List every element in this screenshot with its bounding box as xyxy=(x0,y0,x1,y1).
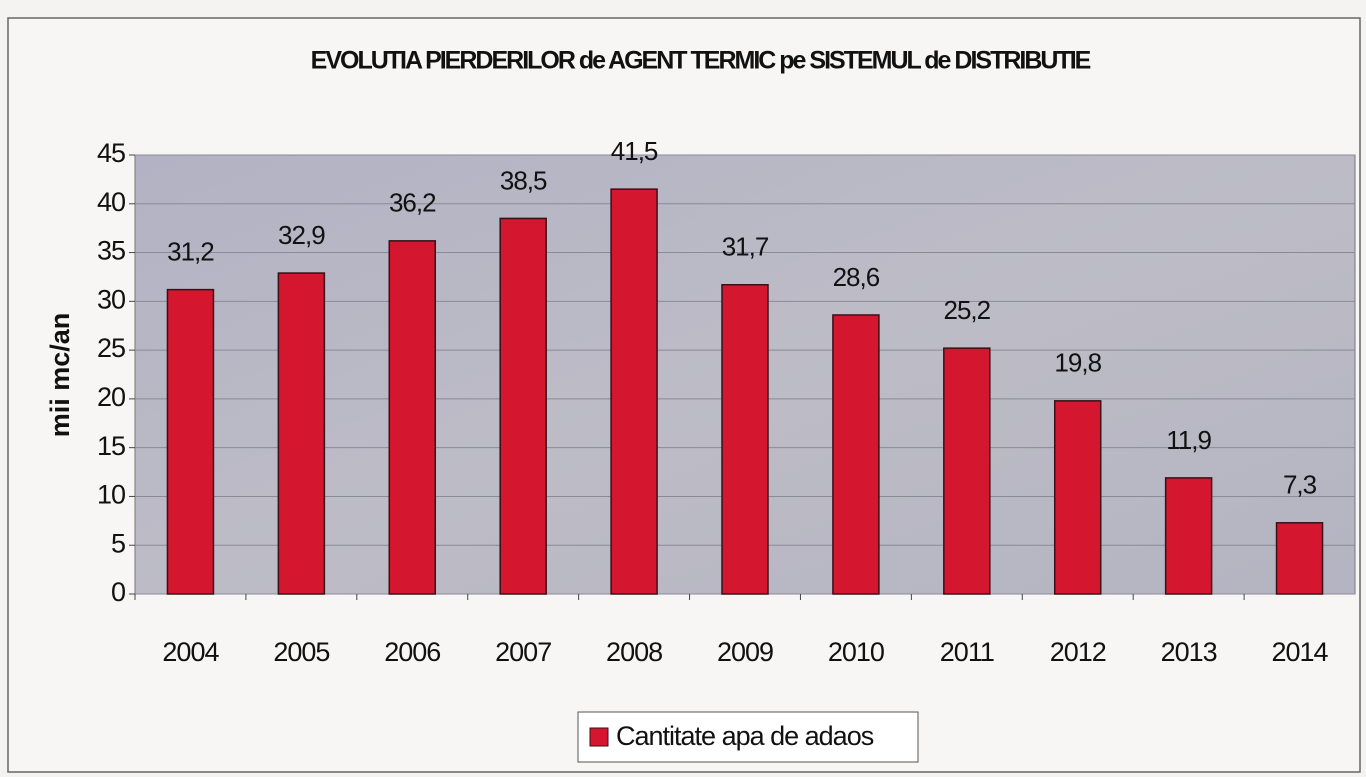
y-tick-label: 5 xyxy=(111,528,125,558)
y-tick-label: 25 xyxy=(97,333,125,363)
data-label: 31,2 xyxy=(167,237,214,267)
bar xyxy=(1275,522,1324,595)
x-tick-label: 2014 xyxy=(1272,637,1329,667)
bar xyxy=(499,217,547,595)
x-tick-label: 2004 xyxy=(162,637,219,667)
y-tick-label: 20 xyxy=(97,382,125,412)
legend-box xyxy=(577,711,919,763)
y-tick-label: 10 xyxy=(97,480,125,510)
x-tick-label: 2005 xyxy=(273,637,329,667)
y-axis-label: mii mc/an xyxy=(45,313,75,438)
x-tick-label: 2009 xyxy=(717,637,773,667)
legend: Cantitate apa de adaos xyxy=(577,711,919,763)
x-tick-label: 2010 xyxy=(828,637,884,667)
x-tick-label: 2011 xyxy=(940,637,994,667)
data-label: 38,5 xyxy=(500,165,547,195)
x-tick-label: 2012 xyxy=(1050,637,1106,667)
y-tick-label: 30 xyxy=(97,284,125,314)
data-label: 25,2 xyxy=(944,295,991,325)
bar xyxy=(721,283,769,595)
bar xyxy=(1053,400,1102,595)
chart-title: EVOLUTIA PIERDERILOR de AGENT TERMIC pe … xyxy=(311,47,1091,75)
y-tick-label: 15 xyxy=(97,431,125,461)
y-tick-label: 0 xyxy=(111,577,125,607)
x-tick-label: 2007 xyxy=(495,637,551,667)
bar xyxy=(388,240,437,595)
x-tick-label: 2006 xyxy=(384,637,440,667)
data-label: 11,9 xyxy=(1166,425,1211,455)
data-label: 28,6 xyxy=(833,262,880,292)
bar xyxy=(1164,477,1213,595)
x-tick-label: 2013 xyxy=(1161,637,1217,667)
bar xyxy=(832,314,880,595)
x-tick-label: 2008 xyxy=(606,637,662,667)
bar xyxy=(166,288,215,595)
data-label: 36,2 xyxy=(389,188,436,218)
y-tick-label: 40 xyxy=(97,187,125,217)
data-label: 31,7 xyxy=(722,232,769,262)
data-label: 7,3 xyxy=(1283,470,1317,500)
bar xyxy=(943,347,991,595)
legend-swatch xyxy=(589,727,609,747)
y-tick-label: 35 xyxy=(97,236,125,266)
data-label: 41,5 xyxy=(611,136,658,166)
bar xyxy=(610,188,658,595)
bar xyxy=(277,272,326,595)
legend-label: Cantitate apa de adaos xyxy=(616,721,874,751)
data-label: 19,8 xyxy=(1054,348,1101,378)
data-label: 32,9 xyxy=(278,220,325,250)
y-tick-label: 45 xyxy=(97,138,125,168)
